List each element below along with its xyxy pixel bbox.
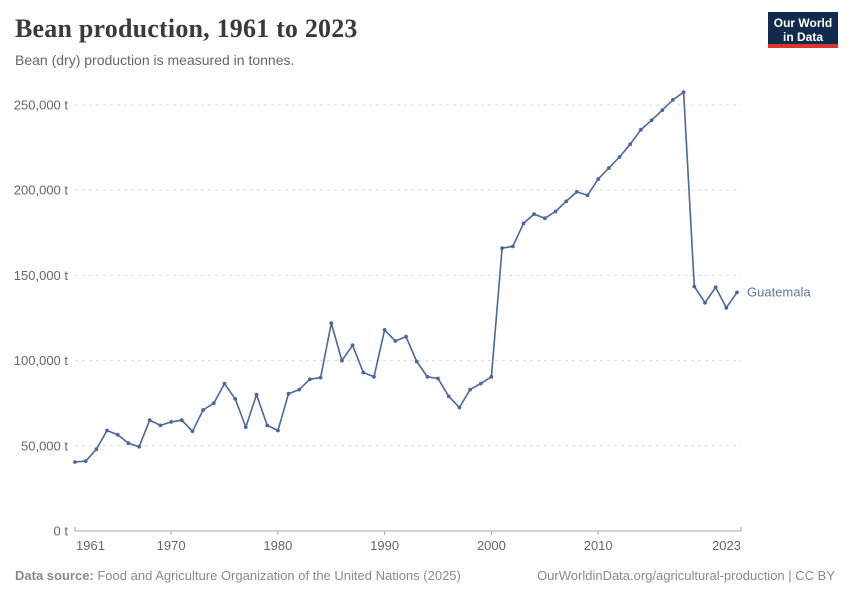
data-point [660, 108, 665, 112]
data-point [73, 460, 77, 464]
data-point [628, 142, 633, 147]
owid-logo-line2: in Data [782, 30, 823, 44]
data-point [671, 98, 675, 102]
y-axis-tick-label: 150,000 t [14, 268, 69, 283]
x-axis-tick-label: 1961 [76, 538, 105, 553]
data-point [681, 90, 686, 95]
data-point [521, 221, 526, 226]
data-point [361, 370, 366, 375]
data-point [83, 459, 88, 463]
data-point [308, 377, 312, 382]
data-point [297, 387, 302, 392]
data-point [457, 405, 462, 410]
data-point [94, 447, 99, 452]
x-axis-line [74, 527, 742, 532]
data-point [713, 285, 718, 290]
credit-line: OurWorldinData.org/agricultural-producti… [537, 568, 835, 583]
data-point [639, 127, 643, 132]
x-axis-tick-label: 2000 [477, 538, 506, 553]
x-axis-tick-label: 2023 [712, 538, 741, 553]
data-point [105, 428, 109, 433]
y-axis-tick-label: 0 t [54, 524, 69, 539]
data-point [468, 387, 472, 392]
page-title: Bean production, 1961 to 2023 [15, 14, 358, 43]
data-point [703, 300, 707, 305]
chart-footer: Data source: Food and Agriculture Organi… [15, 568, 835, 583]
data-point [179, 418, 184, 423]
data-source-text: Food and Agriculture Organization of the… [93, 568, 461, 583]
data-point [446, 394, 451, 399]
data-point [350, 343, 355, 348]
owid-logo[interactable]: Our World in Data [768, 12, 838, 48]
entity-label-guatemala: Guatemala [747, 284, 811, 299]
x-axis-tick-label: 1990 [370, 538, 399, 553]
data-point [147, 418, 152, 423]
y-axis-tick-label: 50,000 t [21, 438, 68, 453]
x-axis-tick-label: 2010 [584, 538, 613, 553]
data-point [617, 155, 622, 159]
y-axis-tick-label: 250,000 t [14, 98, 69, 113]
data-point [436, 376, 440, 381]
data-point [265, 423, 270, 428]
data-point [222, 381, 227, 386]
data-point [201, 408, 206, 412]
data-point [649, 118, 654, 123]
data-point [532, 212, 536, 217]
data-point [542, 216, 547, 221]
data-point [724, 305, 729, 310]
data-point [286, 391, 291, 396]
y-axis-tick-label: 100,000 t [14, 353, 69, 368]
data-point [158, 423, 163, 428]
data-point [137, 444, 142, 449]
owid-logo-line1: Our World [773, 16, 833, 30]
series-line-guatemala[interactable] [74, 91, 738, 463]
x-axis-tick-label: 1970 [157, 538, 186, 553]
data-point [692, 284, 697, 289]
data-point [190, 429, 195, 434]
data-point [585, 193, 590, 198]
data-point [393, 339, 398, 343]
data-point [340, 358, 344, 363]
data-point [382, 328, 387, 332]
data-point [564, 199, 569, 204]
data-point [596, 177, 601, 182]
data-source-note: Data source: Food and Agriculture Organi… [15, 568, 461, 583]
x-axis-tick-label: 1980 [263, 538, 292, 553]
data-point [211, 401, 216, 406]
data-point [276, 428, 280, 433]
data-point [425, 374, 430, 379]
data-point [510, 244, 515, 249]
chart-subtitle: Bean (dry) production is measured in ton… [15, 52, 295, 68]
data-point [243, 425, 248, 429]
data-point [254, 392, 259, 397]
data-point [414, 359, 419, 364]
data-point [404, 334, 408, 339]
data-source-label: Data source: [15, 568, 94, 583]
data-point [553, 209, 558, 214]
data-point [735, 290, 739, 295]
data-point [115, 432, 120, 437]
data-point [233, 397, 238, 401]
data-point [607, 166, 611, 170]
data-point [372, 374, 376, 379]
data-point [478, 381, 483, 386]
data-point [574, 190, 579, 194]
data-point [500, 246, 504, 251]
data-point [329, 321, 334, 325]
data-point [126, 441, 131, 446]
data-point [169, 420, 174, 424]
data-point [318, 375, 323, 380]
data-point [489, 374, 494, 379]
y-axis-tick-label: 200,000 t [14, 183, 69, 198]
